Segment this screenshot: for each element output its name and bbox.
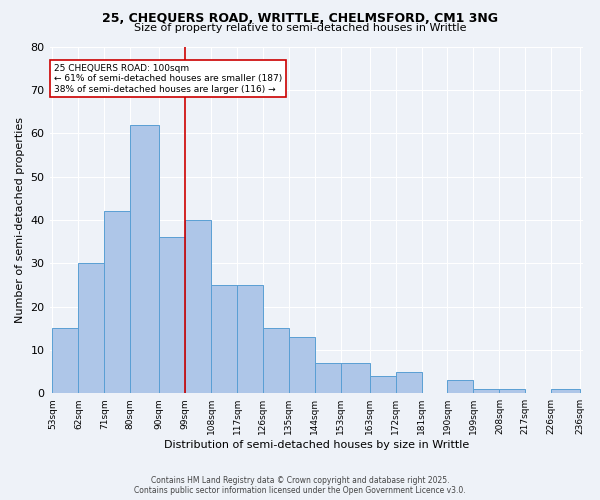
- Bar: [130, 124, 159, 393]
- Bar: [52, 328, 79, 393]
- Text: 25, CHEQUERS ROAD, WRITTLE, CHELMSFORD, CM1 3NG: 25, CHEQUERS ROAD, WRITTLE, CHELMSFORD, …: [102, 12, 498, 26]
- Bar: [551, 389, 580, 393]
- Bar: [79, 263, 104, 393]
- Y-axis label: Number of semi-detached properties: Number of semi-detached properties: [15, 117, 25, 323]
- Bar: [263, 328, 289, 393]
- Bar: [315, 363, 341, 393]
- Text: Contains HM Land Registry data © Crown copyright and database right 2025.
Contai: Contains HM Land Registry data © Crown c…: [134, 476, 466, 495]
- Bar: [473, 389, 499, 393]
- Bar: [289, 337, 315, 393]
- Text: 25 CHEQUERS ROAD: 100sqm
← 61% of semi-detached houses are smaller (187)
38% of : 25 CHEQUERS ROAD: 100sqm ← 61% of semi-d…: [54, 64, 282, 94]
- Text: Size of property relative to semi-detached houses in Writtle: Size of property relative to semi-detach…: [134, 23, 466, 33]
- Bar: [104, 211, 130, 393]
- Bar: [370, 376, 395, 393]
- Bar: [237, 285, 263, 393]
- Bar: [448, 380, 473, 393]
- Bar: [211, 285, 237, 393]
- Bar: [159, 237, 185, 393]
- Bar: [185, 220, 211, 393]
- Bar: [341, 363, 370, 393]
- Bar: [499, 389, 526, 393]
- X-axis label: Distribution of semi-detached houses by size in Writtle: Distribution of semi-detached houses by …: [164, 440, 469, 450]
- Bar: [395, 372, 422, 393]
